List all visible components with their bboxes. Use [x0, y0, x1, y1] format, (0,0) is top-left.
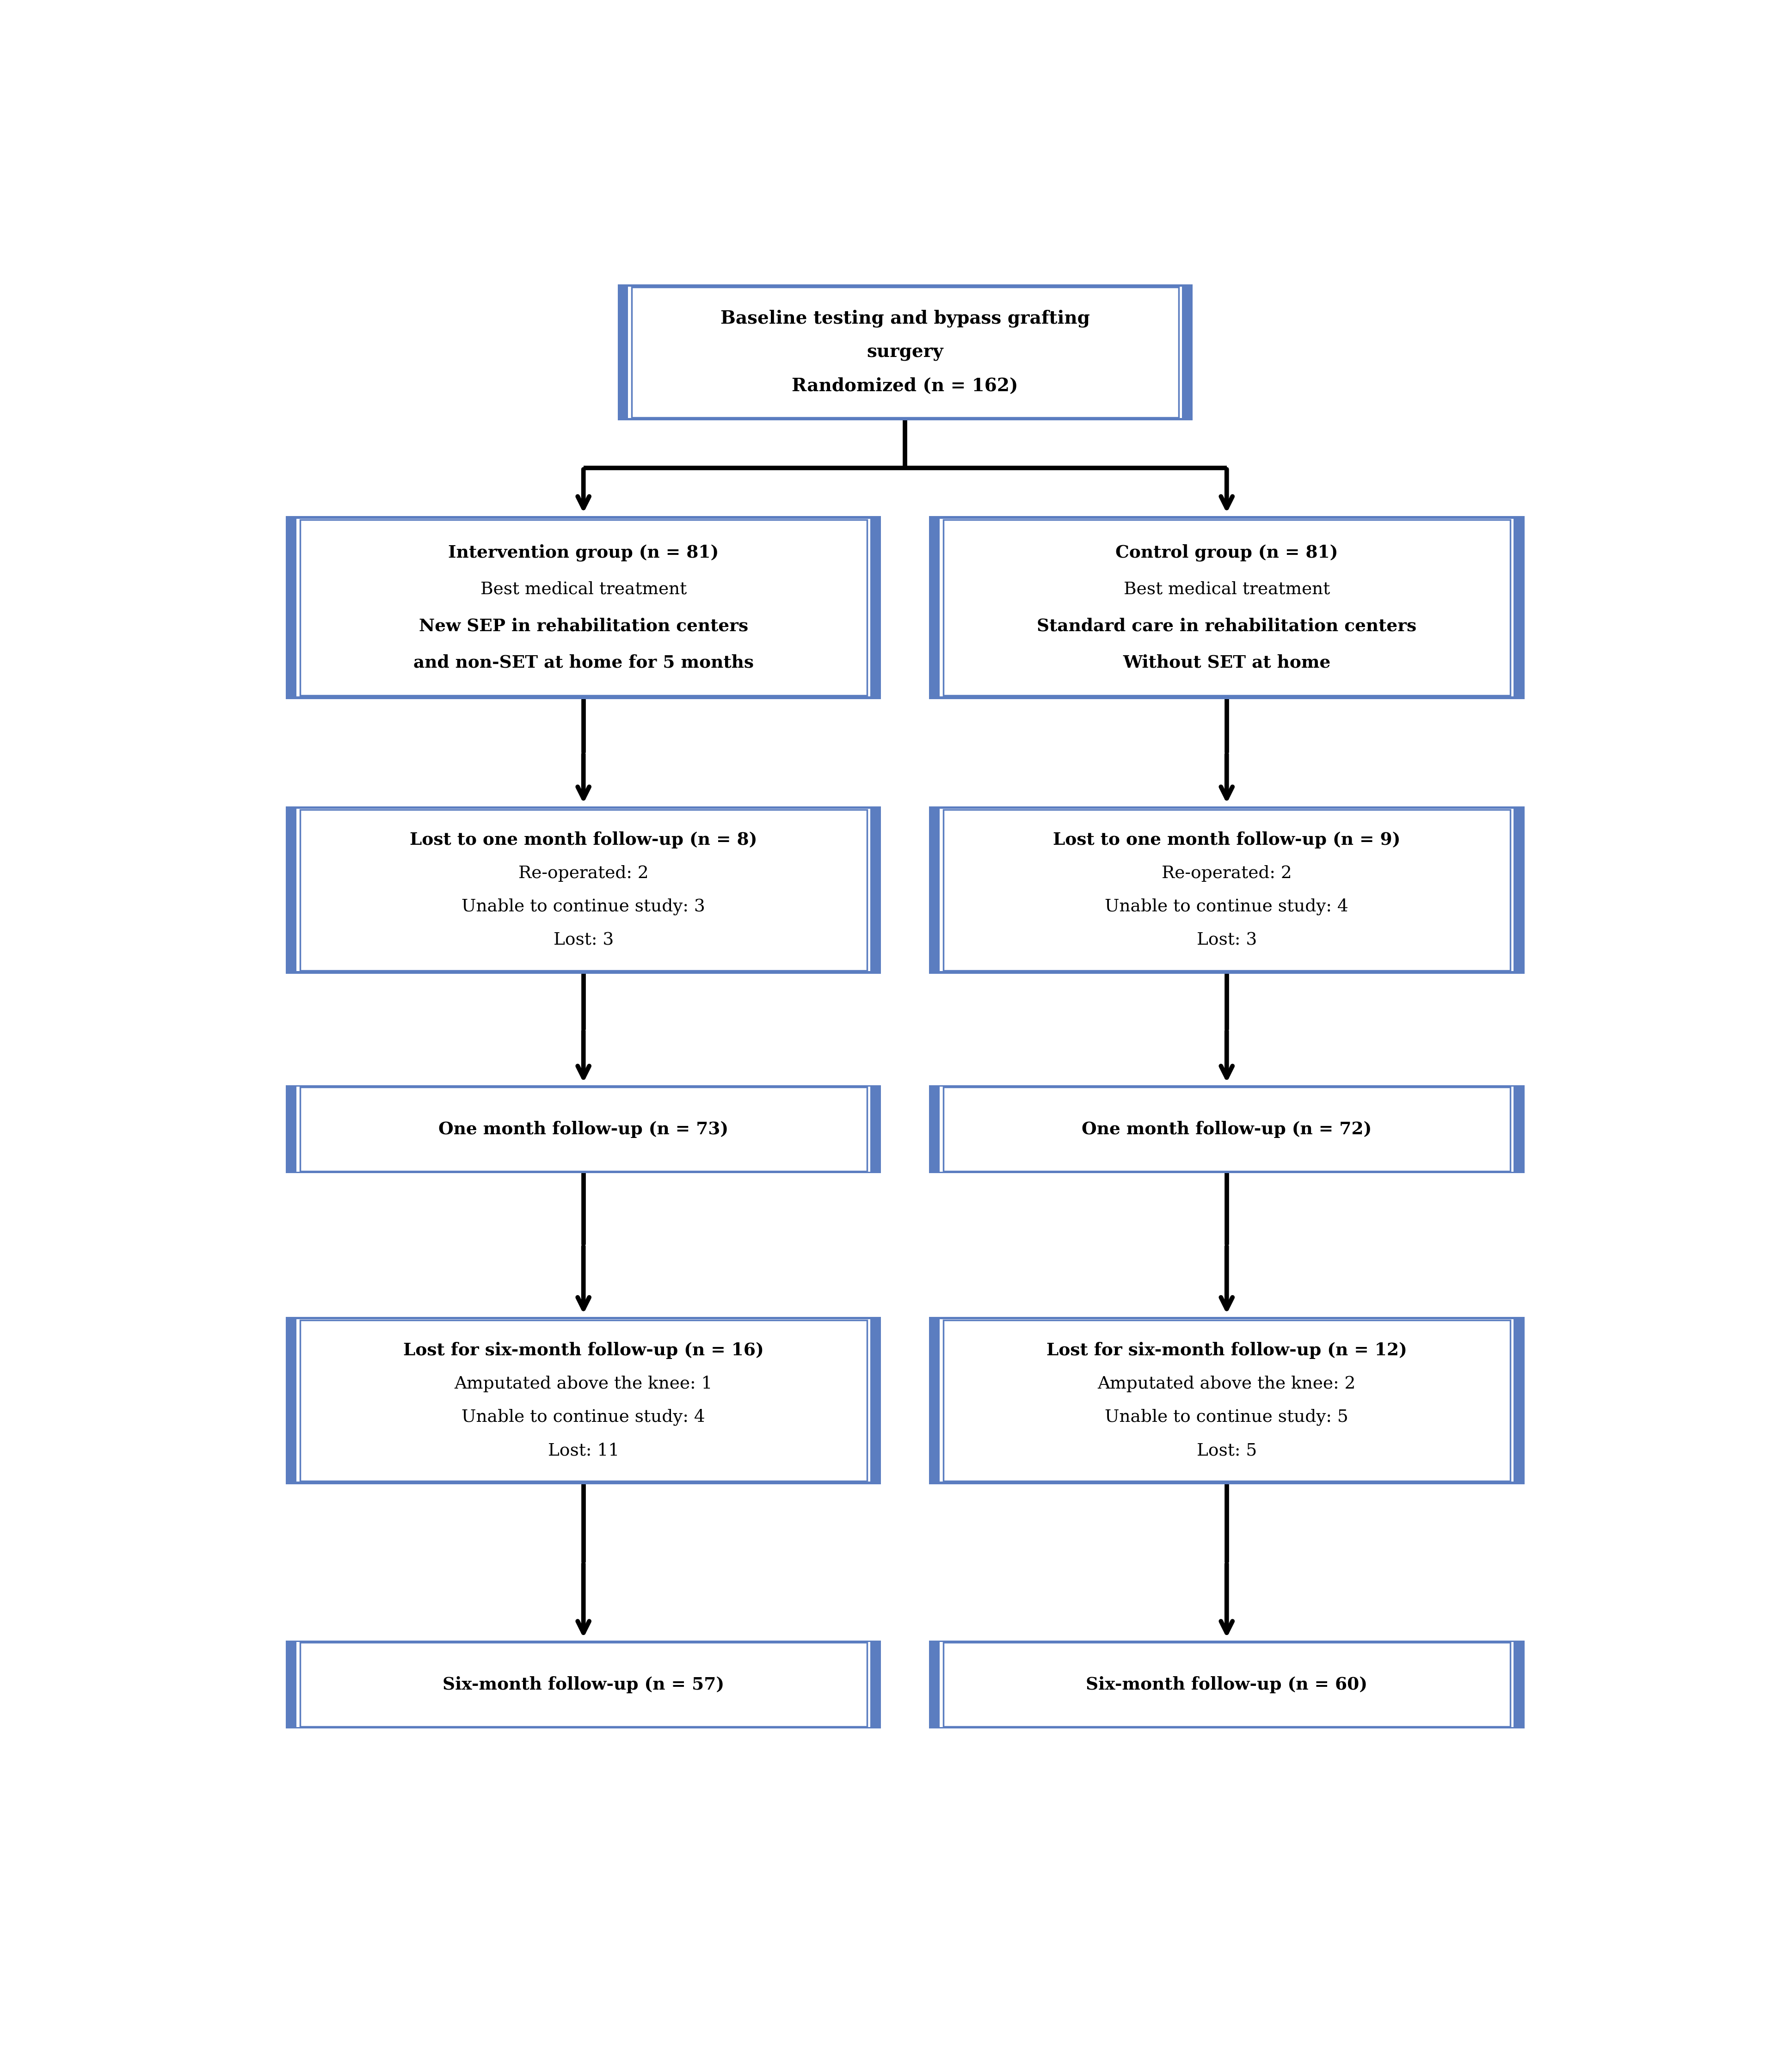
- Bar: [940, 518, 1513, 696]
- Bar: [629, 286, 1181, 419]
- Bar: [943, 520, 1510, 696]
- Bar: [618, 284, 1192, 421]
- Bar: [940, 1641, 1513, 1728]
- Text: Lost: 11: Lost: 11: [547, 1442, 620, 1459]
- Text: Amputated above the knee: 1: Amputated above the knee: 1: [454, 1376, 712, 1392]
- Text: Standard care in rehabilitation centers: Standard care in rehabilitation centers: [1037, 617, 1416, 634]
- Text: Six-month follow-up (n = 57): Six-month follow-up (n = 57): [443, 1676, 724, 1693]
- Bar: [943, 1320, 1510, 1481]
- Text: Without SET at home: Without SET at home: [1123, 655, 1330, 671]
- Text: Unable to continue study: 4: Unable to continue study: 4: [1106, 899, 1349, 916]
- Text: Best medical treatment: Best medical treatment: [1123, 580, 1330, 597]
- Bar: [300, 1643, 867, 1726]
- Bar: [632, 288, 1178, 416]
- Text: Lost to one month follow-up (n = 9): Lost to one month follow-up (n = 9): [1053, 831, 1400, 847]
- Text: Unable to continue study: 4: Unable to continue study: 4: [461, 1409, 705, 1426]
- Bar: [929, 1641, 1524, 1728]
- Text: Lost for six-month follow-up (n = 12): Lost for six-month follow-up (n = 12): [1047, 1343, 1408, 1359]
- Bar: [940, 1320, 1513, 1481]
- Bar: [300, 810, 867, 970]
- Text: Randomized (n = 162): Randomized (n = 162): [791, 377, 1019, 396]
- Text: and non-SET at home for 5 months: and non-SET at home for 5 months: [413, 655, 754, 671]
- Text: Lost: 5: Lost: 5: [1197, 1442, 1257, 1459]
- Bar: [940, 808, 1513, 972]
- Bar: [943, 810, 1510, 970]
- Text: Intervention group (n = 81): Intervention group (n = 81): [449, 545, 719, 562]
- Bar: [297, 1641, 871, 1728]
- Bar: [300, 520, 867, 696]
- Text: One month follow-up (n = 73): One month follow-up (n = 73): [438, 1121, 728, 1138]
- Bar: [286, 1086, 881, 1173]
- Text: Amputated above the knee: 2: Amputated above the knee: 2: [1098, 1376, 1356, 1392]
- Text: Lost: 3: Lost: 3: [553, 932, 613, 949]
- Text: surgery: surgery: [867, 344, 943, 361]
- Text: Re-operated: 2: Re-operated: 2: [1162, 864, 1291, 881]
- Bar: [300, 1088, 867, 1171]
- Bar: [286, 516, 881, 700]
- Bar: [929, 1086, 1524, 1173]
- Bar: [929, 806, 1524, 974]
- Bar: [929, 516, 1524, 700]
- Text: Unable to continue study: 3: Unable to continue study: 3: [461, 899, 705, 916]
- Bar: [943, 1088, 1510, 1171]
- Text: Control group (n = 81): Control group (n = 81): [1116, 545, 1339, 562]
- Bar: [929, 1318, 1524, 1484]
- Bar: [286, 806, 881, 974]
- Bar: [943, 1643, 1510, 1726]
- Text: Lost: 3: Lost: 3: [1197, 932, 1257, 949]
- Text: Six-month follow-up (n = 60): Six-month follow-up (n = 60): [1086, 1676, 1367, 1693]
- Text: One month follow-up (n = 72): One month follow-up (n = 72): [1081, 1121, 1372, 1138]
- Bar: [297, 1088, 871, 1173]
- Bar: [286, 1318, 881, 1484]
- Bar: [297, 808, 871, 972]
- Text: Lost for six-month follow-up (n = 16): Lost for six-month follow-up (n = 16): [403, 1343, 763, 1359]
- Text: Unable to continue study: 5: Unable to continue study: 5: [1106, 1409, 1349, 1426]
- Bar: [300, 1320, 867, 1481]
- Text: Re-operated: 2: Re-operated: 2: [519, 864, 648, 881]
- Bar: [940, 1088, 1513, 1173]
- Text: Best medical treatment: Best medical treatment: [480, 580, 687, 597]
- Bar: [297, 1320, 871, 1481]
- Text: Lost to one month follow-up (n = 8): Lost to one month follow-up (n = 8): [410, 831, 758, 847]
- Bar: [297, 518, 871, 696]
- Bar: [286, 1641, 881, 1728]
- Text: Baseline testing and bypass grafting: Baseline testing and bypass grafting: [721, 309, 1090, 327]
- Text: New SEP in rehabilitation centers: New SEP in rehabilitation centers: [419, 617, 749, 634]
